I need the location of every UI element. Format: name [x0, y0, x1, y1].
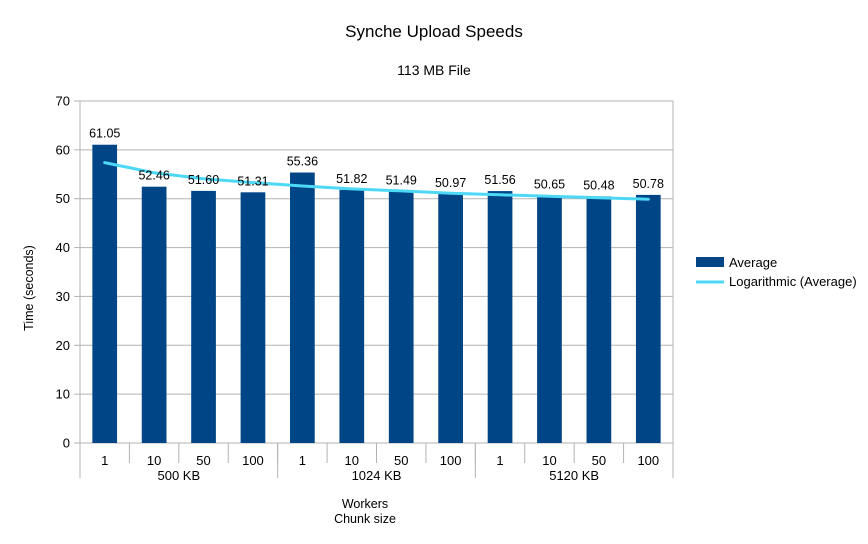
legend-label-trendline: Logarithmic (Average): [729, 274, 857, 289]
x-tick-label: 50: [196, 453, 210, 468]
trendline-series: [103, 161, 650, 201]
y-tick-label: 10: [56, 387, 70, 402]
legend-swatch-average: [696, 257, 724, 267]
x-tick-label: 10: [542, 453, 556, 468]
y-axis-label: Time (seconds): [22, 245, 36, 331]
group-label: 5120 KB: [549, 468, 599, 483]
y-tick-label: 50: [56, 191, 70, 206]
chart-title: Synche Upload Speeds: [345, 22, 523, 41]
group-label: 1024 KB: [352, 468, 402, 483]
x-axis: 1 10 50 100 1 10 50 100 1 10 50 100 500 KB 1024 KB 512…: [79, 443, 674, 483]
y-tick-label: 70: [56, 94, 70, 109]
data-label: 51.49: [386, 173, 417, 187]
x-tick-label: 50: [394, 453, 408, 468]
bar: [240, 192, 266, 443]
data-label: 51.60: [188, 173, 219, 187]
bar: [141, 186, 167, 443]
data-label: 51.56: [484, 173, 515, 187]
x-tick-label: 1: [101, 453, 108, 468]
y-axis-ticks: 0 10 20 30 40 50 60 70: [56, 94, 80, 451]
bar: [191, 190, 216, 443]
data-labels: 61.05 52.46 51.60 51.31 55.36 51.82 51.49 50.97…: [89, 127, 664, 193]
data-label: 50.48: [583, 178, 614, 192]
bar: [537, 195, 562, 443]
chart-subtitle: 113 MB File: [397, 62, 471, 78]
plot-area: [79, 100, 674, 444]
bar: [487, 191, 513, 443]
x-tick-label: 100: [637, 453, 659, 468]
y-tick-label: 40: [56, 240, 70, 255]
bar-series: [92, 144, 661, 443]
bar: [92, 144, 118, 443]
data-label: 51.31: [237, 174, 268, 188]
x-tick-label: 10: [345, 453, 359, 468]
bar: [635, 194, 661, 443]
data-label: 51.82: [336, 172, 367, 186]
data-label: 55.36: [287, 155, 318, 169]
bar: [586, 196, 612, 443]
x-tick-label: 1: [299, 453, 306, 468]
group-label: 500 KB: [158, 468, 201, 483]
data-label: 50.65: [534, 178, 565, 192]
bar: [388, 191, 414, 443]
x-tick-label: 100: [440, 453, 462, 468]
trendline: [103, 161, 650, 201]
data-label: 50.78: [633, 177, 664, 191]
x-tick-label: 10: [147, 453, 161, 468]
x-tick-label: 100: [242, 453, 264, 468]
gridlines: [80, 149, 673, 395]
bar: [339, 189, 365, 443]
x-axis-label-line-2: Chunk size: [334, 512, 396, 526]
data-label: 61.05: [89, 127, 120, 141]
y-tick-label: 30: [56, 289, 70, 304]
x-axis-label-line-1: Workers: [342, 497, 388, 511]
bar: [438, 193, 463, 443]
y-tick-label: 20: [56, 338, 70, 353]
x-tick-label: 50: [592, 453, 606, 468]
data-label: 52.46: [138, 169, 169, 183]
x-tick-label: 1: [496, 453, 503, 468]
legend: Average Logarithmic (Average): [696, 255, 857, 289]
y-tick-label: 60: [56, 142, 70, 157]
data-label: 50.97: [435, 176, 466, 190]
y-tick-label: 0: [63, 436, 70, 451]
legend-label-average: Average: [729, 255, 777, 270]
bar: [290, 172, 315, 443]
